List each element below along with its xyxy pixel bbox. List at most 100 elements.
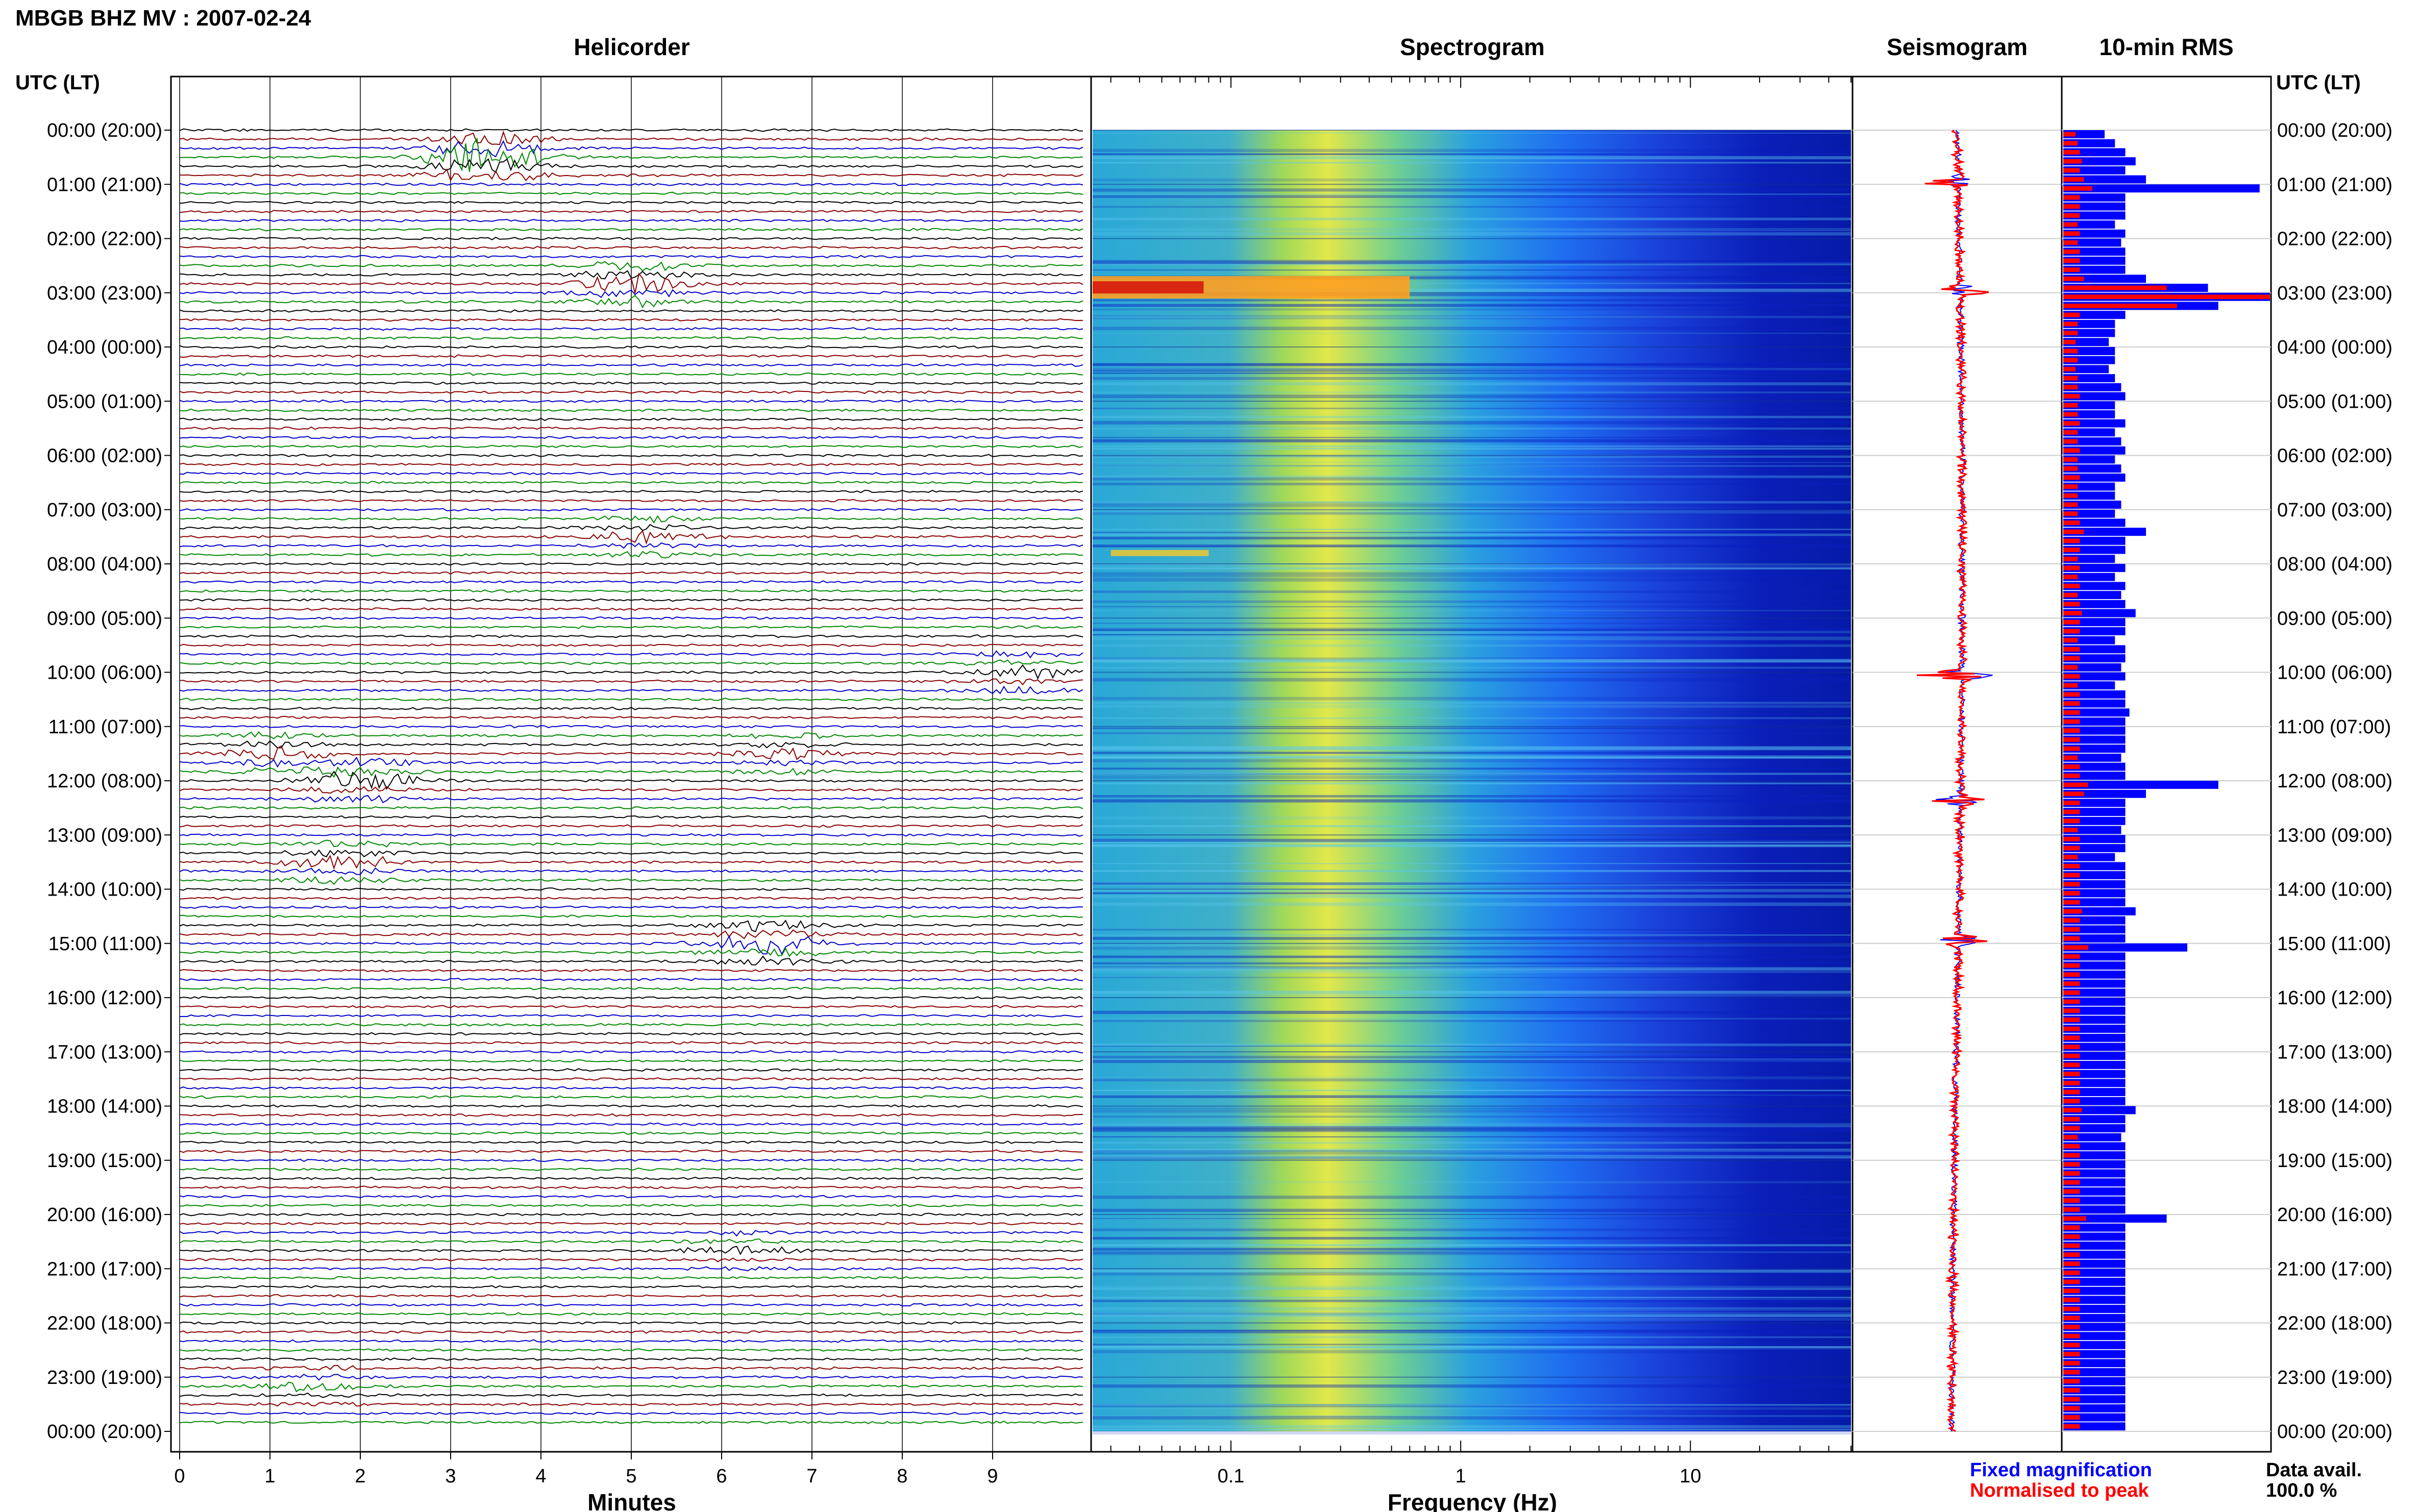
time-label-left: 00:00 (20:00) bbox=[47, 120, 162, 141]
spectrogram-stripe bbox=[1093, 659, 1851, 662]
time-label-right: 21:00 (17:00) bbox=[2277, 1258, 2392, 1280]
helicorder-trace bbox=[179, 417, 1083, 422]
spectrogram-stripe bbox=[1093, 1404, 1851, 1407]
rms-bar-normalised bbox=[2063, 421, 2080, 426]
spectrogram-stripe bbox=[1093, 775, 1851, 779]
helicorder-trace bbox=[179, 209, 1083, 213]
spectrogram-stripe bbox=[1093, 315, 1851, 318]
rms-bar-normalised bbox=[2063, 204, 2080, 209]
spectrogram-stripe bbox=[1093, 156, 1851, 160]
helicorder-trace bbox=[179, 929, 1083, 939]
spectrogram-stripe bbox=[1093, 1404, 1851, 1406]
time-label-right: 15:00 (11:00) bbox=[2277, 933, 2391, 955]
spectrogram-stripe bbox=[1093, 437, 1851, 438]
rms-bar-normalised bbox=[2063, 629, 2080, 634]
spectrogram-stripe bbox=[1093, 304, 1851, 307]
frequency-tick-label: 0.1 bbox=[1218, 1466, 1245, 1487]
helicorder-trace bbox=[179, 499, 1083, 503]
time-axis-left: 00:00 (20:00) 01:00 (21:00) 02:00 (22:00) 0… bbox=[47, 120, 171, 1443]
helicorder-trace bbox=[179, 426, 1083, 431]
helicorder-trace bbox=[179, 1381, 1083, 1393]
spectrogram-stripe bbox=[1093, 465, 1851, 467]
rms-bar-normalised bbox=[2063, 846, 2080, 851]
spectrogram-stripe bbox=[1093, 590, 1851, 593]
spectrogram-stripe bbox=[1093, 892, 1851, 895]
time-label-right: 16:00 (12:00) bbox=[2277, 987, 2392, 1009]
spectrogram-stripe bbox=[1093, 1272, 1851, 1276]
spectrogram-x-ticks: 0.1 1 10 bbox=[1110, 77, 1852, 1487]
spectrogram-stripe bbox=[1093, 757, 1851, 758]
spectrogram-energy-patches bbox=[1093, 276, 1410, 556]
helicorder-trace bbox=[179, 771, 1083, 790]
spectrogram-stripe bbox=[1093, 532, 1851, 533]
spectrogram-stripe bbox=[1093, 1384, 1851, 1388]
spectrogram-stripe bbox=[1093, 1315, 1851, 1317]
rms-bar-normalised bbox=[2063, 1288, 2080, 1294]
rms-bar-normalised bbox=[2063, 331, 2078, 335]
helicorder-trace bbox=[179, 381, 1083, 385]
rms-bar-normalised bbox=[2063, 1108, 2082, 1112]
helicorder-trace bbox=[179, 833, 1083, 837]
helicorder-trace bbox=[179, 327, 1083, 331]
spectrogram-stripe bbox=[1093, 1329, 1851, 1331]
spectrogram-stripe bbox=[1093, 870, 1851, 872]
spectrogram-stripe bbox=[1093, 292, 1851, 296]
spectrogram-stripe bbox=[1093, 132, 1851, 134]
spectrogram-stripe bbox=[1093, 283, 1851, 284]
spectrogram-stripe bbox=[1093, 477, 1851, 481]
helicorder-trace bbox=[179, 562, 1083, 566]
rms-bar-normalised bbox=[2063, 366, 2076, 371]
time-label-left: 02:00 (22:00) bbox=[47, 229, 162, 250]
time-label-right: 00:00 (20:00) bbox=[2277, 120, 2392, 141]
rms-bar-normalised bbox=[2063, 583, 2080, 588]
spectrogram-stripe bbox=[1093, 1126, 1851, 1129]
spectrogram-stripe bbox=[1093, 195, 1851, 198]
helicorder-trace bbox=[179, 1238, 1083, 1245]
time-label-left: 09:00 (05:00) bbox=[47, 608, 162, 629]
spectrogram-stripe bbox=[1093, 606, 1851, 608]
time-label-right: 18:00 (14:00) bbox=[2277, 1096, 2392, 1118]
station-title: MBGB BHZ MV : 2007-02-24 bbox=[15, 6, 311, 31]
helicorder-trace bbox=[179, 659, 1083, 666]
helicorder-trace bbox=[179, 1230, 1083, 1237]
helicorder-trace bbox=[179, 1245, 1083, 1255]
rms-bar-fixed bbox=[2063, 781, 2218, 789]
rms-bar-normalised bbox=[2063, 1089, 2080, 1095]
spectrogram-stripe bbox=[1093, 1285, 1851, 1288]
helicorder-trace bbox=[179, 914, 1083, 918]
helicorder-trace bbox=[179, 1086, 1083, 1090]
spectrogram-stripe bbox=[1093, 315, 1851, 316]
rms-bar-normalised bbox=[2063, 1406, 2080, 1411]
helicorder-trace bbox=[179, 1059, 1083, 1063]
time-label-left: 08:00 (04:00) bbox=[47, 554, 162, 575]
time-label-right: 00:00 (20:00) bbox=[2277, 1421, 2392, 1443]
spectrogram-stripe bbox=[1093, 1181, 1851, 1183]
spectrogram-stripe bbox=[1093, 269, 1851, 271]
helicorder-trace bbox=[179, 1149, 1083, 1153]
time-label-right: 23:00 (19:00) bbox=[2277, 1367, 2392, 1389]
rms-bar-normalised bbox=[2063, 665, 2078, 670]
spectrogram-stripe bbox=[1093, 752, 1851, 754]
spectrogram-stripe bbox=[1093, 439, 1851, 442]
time-label-right: 10:00 (06:00) bbox=[2277, 662, 2392, 684]
helicorder-title: Helicorder bbox=[574, 34, 690, 60]
spectrogram-stripe bbox=[1093, 610, 1851, 611]
spectrogram-stripe bbox=[1093, 363, 1851, 365]
helicorder-trace bbox=[179, 318, 1083, 322]
helicorder-trace bbox=[179, 876, 1083, 885]
rms-bar-fixed bbox=[2063, 184, 2260, 193]
rms-bar-normalised bbox=[2063, 900, 2080, 905]
spectrogram-stripe bbox=[1093, 316, 1851, 319]
rms-bar-normalised bbox=[2063, 276, 2084, 281]
spectrogram-stripe bbox=[1093, 566, 1851, 569]
spectrogram-stripe bbox=[1093, 1244, 1851, 1247]
helicorder-trace bbox=[179, 920, 1083, 932]
spectrogram-stripe bbox=[1093, 1237, 1851, 1240]
helicorder-trace bbox=[179, 1411, 1083, 1416]
helicorder-trace bbox=[179, 345, 1083, 349]
helicorder-trace bbox=[179, 228, 1083, 232]
helicorder-trace bbox=[179, 1266, 1083, 1272]
helicorder-trace bbox=[179, 1222, 1083, 1226]
helicorder-trace bbox=[179, 236, 1083, 240]
